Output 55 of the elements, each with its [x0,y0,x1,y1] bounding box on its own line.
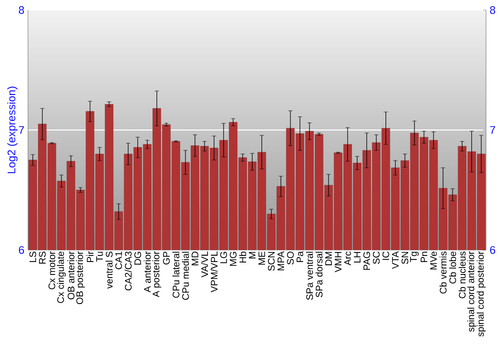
x-tick-label: PAG [363,252,370,270]
x-tick-label: IC [382,252,390,260]
y-tick-label: 6 [18,246,24,254]
x-tick-label: VPM/VPL [210,252,218,292]
y-axis-title: Log2 (expression) [7,86,18,174]
x-tick-label: spinal cord anterior [467,251,476,332]
x-tick-label: SO [287,252,294,264]
x-tick-label: ME [258,252,266,265]
x-tick-label: ventral S [106,252,113,289]
x-tick-label: SCN [268,252,275,271]
x-tick-label: M [248,252,256,258]
x-tick-label: SPa ventral [306,252,313,300]
x-tick-label: MPA [278,251,284,270]
x-tick-label: CA2/CA3 [124,252,132,290]
x-tick-label: Pir [86,251,94,262]
x-tick-label: A posterior [152,251,162,298]
x-tick-label: Cx motor [48,251,56,290]
x-tick-label: MVe [430,252,437,270]
x-tick-label: MD [192,252,198,266]
x-tick-label: Pa [296,251,304,262]
x-tick-label: VA/VL [201,252,208,278]
x-tick-label: spinal cord posterior [476,251,486,336]
x-tick-label: Tu [96,252,103,262]
y-tick-label: 8 [18,6,24,14]
x-tick-label: Arc [344,251,351,266]
y2-tick-label: 7 [490,126,496,134]
x-tick-label: OB posterior [76,251,85,304]
x-tick-label: MG [230,252,237,266]
x-tick-label: CPu lateral [172,252,180,298]
x-tick-label: RS [38,252,46,264]
x-tick-label: OB anterior [67,251,74,300]
y2-tick-label: 8 [490,6,496,14]
x-tick-label: SN [402,252,408,264]
x-tick-label: Cb lobe [449,252,456,284]
x-tick-label: Cb vermis [440,252,447,294]
y-tick-label: 7 [18,126,24,134]
y2-tick-label: 6 [490,246,496,254]
x-tick-label: VMH [334,252,342,272]
x-tick-label: DG [134,252,142,265]
x-tick-label: LH [354,252,360,263]
x-tick-label: GP [162,252,170,264]
x-tick-label: SPa dorsal [316,252,323,298]
x-tick-label: LS [29,252,36,262]
x-tick-label: VTA [392,251,399,269]
x-tick-label: Tg [410,252,419,262]
x-tick-label: Cx cingulate [56,252,66,303]
x-tick-label: SC [372,252,380,264]
x-tick-label: Pn [420,252,428,262]
x-tick-label: Hb [239,252,246,263]
x-tick-label: CA1 [115,252,122,270]
x-tick-label: DM [325,252,332,266]
x-tick-label: CPu medial [182,252,189,300]
x-tick-label: Cb nucleus [458,252,466,298]
x-tick-label: A anterior [144,251,151,292]
x-tick-label: LG [220,252,227,264]
